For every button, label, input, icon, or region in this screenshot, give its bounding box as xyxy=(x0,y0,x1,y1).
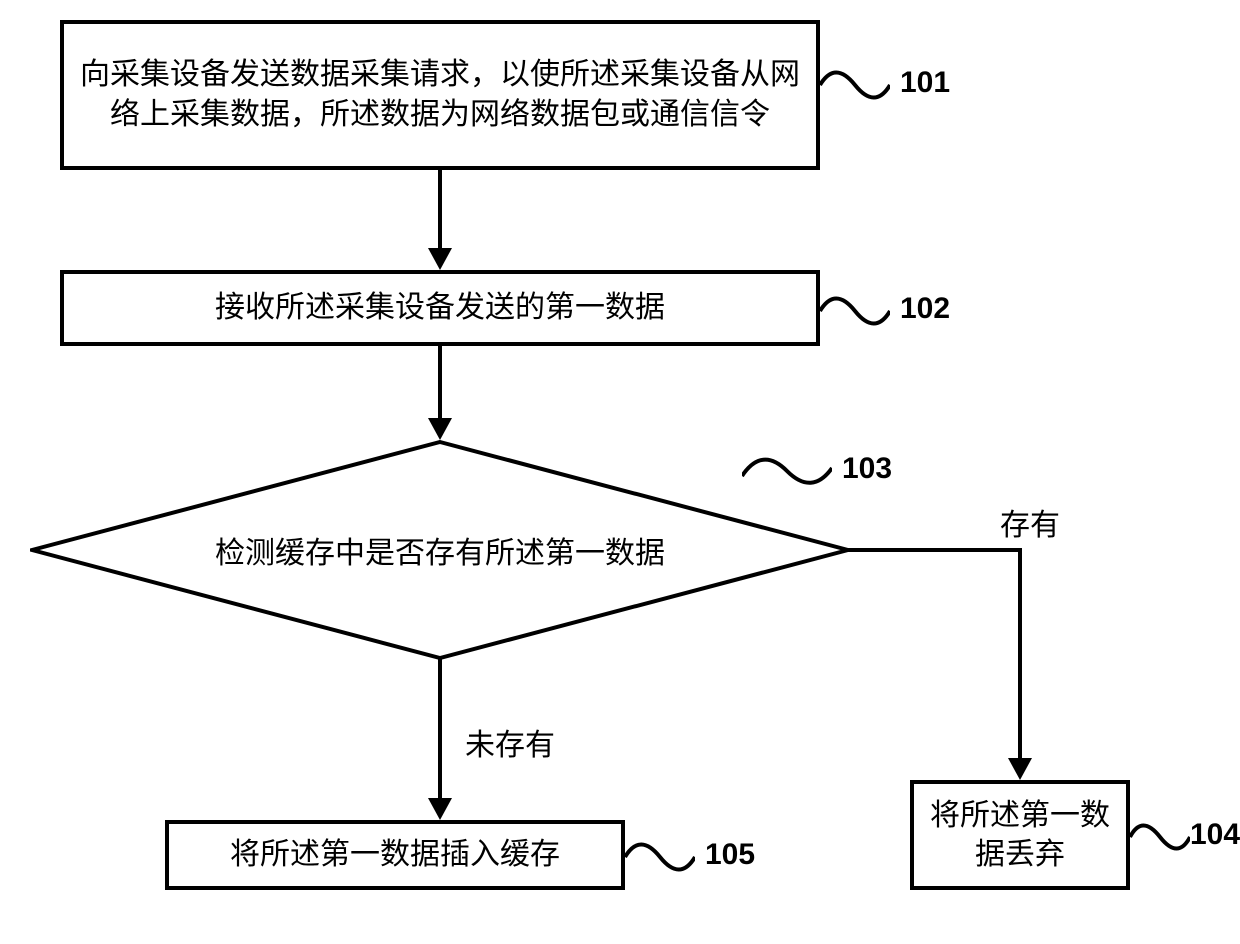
node-102-text: 接收所述采集设备发送的第一数据 xyxy=(215,288,665,329)
node-105: 将所述第一数据插入缓存 xyxy=(165,820,625,890)
label-104: 104 xyxy=(1190,818,1240,852)
node-103-text: 检测缓存中是否存有所述第一数据 xyxy=(30,440,850,660)
label-101: 101 xyxy=(900,66,950,100)
flowchart-canvas: 向采集设备发送数据采集请求，以使所述采集设备从网络上采集数据，所述数据为网络数据… xyxy=(0,0,1240,944)
label-103: 103 xyxy=(842,452,892,486)
arrow-103-104 xyxy=(848,530,1048,782)
label-connector-101 xyxy=(820,60,890,110)
arrow-102-103 xyxy=(420,346,460,442)
node-101-text: 向采集设备发送数据采集请求，以使所述采集设备从网络上采集数据，所述数据为网络数据… xyxy=(78,55,802,136)
label-connector-104 xyxy=(1130,812,1190,862)
label-105: 105 xyxy=(705,838,755,872)
label-connector-105 xyxy=(625,832,695,882)
edge-label-103-104: 存有 xyxy=(1000,500,1060,544)
label-connector-102 xyxy=(820,286,890,336)
edge-label-103-105: 未存有 xyxy=(465,720,555,764)
label-connector-103 xyxy=(742,446,832,496)
node-104: 将所述第一数据丢弃 xyxy=(910,780,1130,890)
arrow-103-105 xyxy=(420,658,460,822)
node-105-text: 将所述第一数据插入缓存 xyxy=(230,835,560,876)
node-103: 检测缓存中是否存有所述第一数据 xyxy=(30,440,850,660)
node-102: 接收所述采集设备发送的第一数据 xyxy=(60,270,820,346)
node-101: 向采集设备发送数据采集请求，以使所述采集设备从网络上采集数据，所述数据为网络数据… xyxy=(60,20,820,170)
node-104-text: 将所述第一数据丢弃 xyxy=(928,796,1112,874)
label-102: 102 xyxy=(900,292,950,326)
arrow-101-102 xyxy=(420,170,460,272)
